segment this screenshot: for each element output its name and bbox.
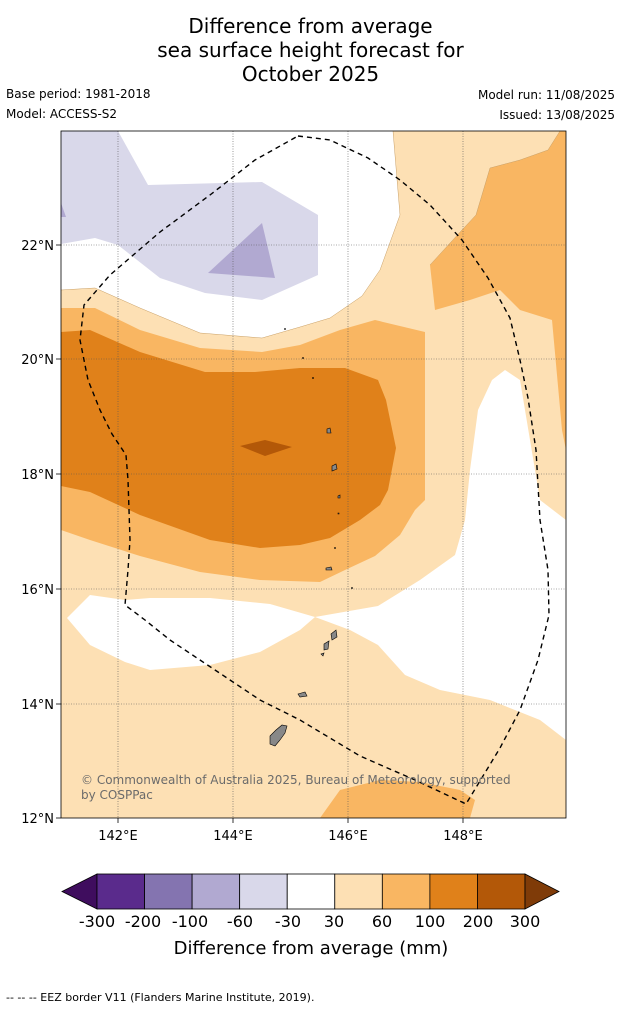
base-period-label: Base period: 1981-2018 [6, 87, 151, 101]
copyright-line-2: by COSPPac [81, 788, 153, 802]
lat-tick-label: 18°N [21, 468, 54, 483]
colorbar-swatch [429, 873, 478, 910]
model-run-label: Model run: 11/08/2025 [477, 88, 615, 102]
colorbar-label: 300 [510, 912, 541, 931]
saipan-island [330, 629, 338, 641]
small-islets [284, 328, 353, 589]
lat-tick-marks [56, 244, 61, 819]
colorbar-swatch [381, 873, 431, 910]
colorbar [61, 873, 560, 910]
lat-tick-label: 16°N [21, 583, 54, 598]
lat-tick-label: 22°N [21, 239, 54, 254]
chart-title: Difference from average sea surface heig… [0, 14, 621, 86]
pagan-island [337, 494, 341, 499]
colorbar-arrow-high [524, 873, 560, 910]
colorbar-swatch [334, 873, 383, 910]
colorbar-label: -300 [79, 912, 115, 931]
colorbar-swatch [286, 873, 336, 910]
colorbar-label: -60 [227, 912, 253, 931]
colorbar-swatch [144, 873, 193, 910]
graticule [61, 131, 566, 818]
title-line-3: October 2025 [241, 62, 380, 86]
lat-tick-label: 20°N [21, 353, 54, 368]
colorbar-title: Difference from average (mm) [174, 938, 449, 959]
islands [269, 427, 341, 747]
sariguan-island [337, 512, 340, 515]
model-label: Model: ACCESS-S2 [6, 107, 118, 121]
colorbar-label: -200 [125, 912, 161, 931]
colorbar-swatch [191, 873, 241, 910]
issued-label: Issued: 13/08/2025 [499, 108, 615, 122]
lat-tick-label: 14°N [21, 698, 54, 713]
colorbar-labels: -300 -200 -100 -60 -30 30 60 100 200 300 [79, 912, 540, 931]
copyright-line-1: © Commonwealth of Australia 2025, Bureau… [81, 773, 511, 787]
contour-200-300 [240, 440, 292, 456]
rota-island [297, 691, 308, 698]
colorbar-label: 200 [463, 912, 494, 931]
map-frame [60, 130, 567, 819]
contour-60-100-east [430, 131, 566, 450]
colorbar-swatch [477, 873, 526, 910]
map-plot-area [61, 131, 566, 818]
colorbar-swatch [96, 873, 145, 910]
contour-neg60-neg100-edge [61, 203, 66, 217]
lon-tick-label: 146°E [328, 829, 368, 844]
colorbar-swatch [239, 873, 288, 910]
guam-island [269, 724, 288, 747]
lon-tick-marks [117, 818, 464, 823]
aguijan-island [320, 652, 325, 657]
contour-neg60-neg100 [208, 223, 275, 278]
agrihan-island [331, 463, 338, 472]
contour-100-200 [61, 330, 396, 548]
colorbar-label: 30 [324, 912, 344, 931]
colorbar-label: 60 [372, 912, 392, 931]
eez-footnote: -- -- -- EEZ border V11 (Flanders Marine… [6, 991, 315, 1004]
title-line-1: Difference from average [188, 14, 433, 38]
lat-tick-label: 12°N [21, 812, 54, 827]
colorbar-label: -30 [275, 912, 301, 931]
colorbar-arrow-low [61, 873, 98, 910]
alamagan-island [326, 427, 332, 434]
lon-tick-label: 148°E [443, 829, 483, 844]
tinian-island [323, 640, 330, 651]
colorbar-label: 100 [415, 912, 446, 931]
title-line-2: sea surface height forecast for [157, 38, 464, 62]
eez-border [79, 135, 550, 805]
farallon-island [325, 566, 333, 571]
lon-tick-label: 144°E [213, 829, 253, 844]
contour-lines [61, 131, 561, 339]
lon-tick-label: 142°E [98, 829, 138, 844]
white-gap-south [67, 595, 315, 670]
colorbar-label: -100 [172, 912, 208, 931]
